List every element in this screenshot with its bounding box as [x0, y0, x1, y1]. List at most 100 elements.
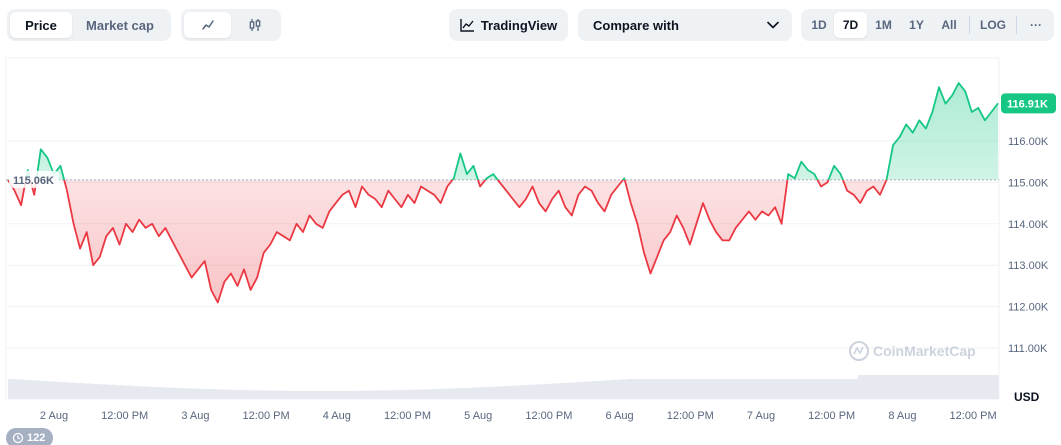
volume-bar	[255, 390, 265, 399]
volume-bar	[783, 379, 793, 399]
volume-bar	[635, 379, 644, 399]
volume-bar	[437, 388, 446, 399]
volume-bar	[981, 375, 991, 399]
price-chart[interactable]: 111.00K 112.00K 113.00K 114.00K 115.00K 116.0…	[0, 50, 1061, 430]
volume-bar	[329, 390, 339, 399]
volume-bar	[750, 379, 760, 399]
volume-bar	[767, 379, 776, 399]
volume-bar	[915, 375, 925, 399]
y-tick-label: 116.00K	[1008, 136, 1049, 148]
y-axis: 111.00K 112.00K 113.00K 114.00K 115.00K 116.0…	[1008, 136, 1049, 355]
price-line-up	[7, 82, 999, 180]
volume-bar	[808, 379, 817, 399]
volume-bar	[74, 382, 83, 399]
volume-bar	[173, 387, 182, 399]
volume-bar	[230, 389, 240, 399]
range-1y[interactable]: 1Y	[909, 18, 924, 32]
volume-bar	[536, 384, 545, 399]
range-1d[interactable]: 1D	[811, 18, 827, 32]
volume-bar	[775, 379, 784, 399]
volume-bar	[346, 390, 355, 399]
log-scale-button[interactable]: LOG	[980, 18, 1006, 32]
volume-bar	[882, 375, 892, 399]
range-1m[interactable]: 1M	[875, 18, 892, 32]
grid-lines	[6, 140, 999, 349]
volume-bar	[156, 387, 166, 399]
volume-bar	[899, 375, 908, 399]
range-all[interactable]: All	[941, 18, 957, 32]
volume-bar	[758, 379, 768, 399]
volume-bar	[140, 386, 149, 399]
history-badge[interactable]: 122	[6, 428, 54, 445]
volume-bar	[519, 385, 529, 399]
compare-with-select[interactable]: Compare with	[578, 9, 792, 41]
x-tick-label: 2 Aug	[40, 410, 68, 422]
current-price-label: 116.91K	[1007, 98, 1048, 110]
volume-bar	[833, 379, 842, 399]
volume-bar	[49, 381, 58, 399]
volume-bar	[569, 382, 578, 399]
price-line-down	[7, 179, 888, 304]
volume-bar	[412, 389, 421, 399]
area-above-reference	[8, 83, 998, 180]
volume-bar	[948, 375, 958, 399]
volume-bar	[115, 385, 124, 399]
chart-type-toggle	[181, 9, 281, 41]
volume-bar	[8, 379, 17, 399]
volume-bar	[511, 385, 520, 399]
volume-bar	[684, 379, 694, 399]
volume-bar	[907, 375, 916, 399]
x-tick-label: 12:00 PM	[808, 410, 855, 422]
coinmarketcap-logo-icon	[853, 346, 864, 355]
volume-bar	[940, 375, 949, 399]
volume-bar	[659, 379, 669, 399]
x-tick-label: 4 Aug	[323, 410, 351, 422]
volume-bar	[65, 382, 75, 399]
volume-bar	[338, 390, 347, 399]
metric-toggle: Price Market cap	[7, 9, 171, 41]
volume-bar	[923, 375, 933, 399]
candlestick-button[interactable]	[231, 12, 278, 38]
volume-bar	[453, 388, 463, 399]
volume-bar	[651, 379, 661, 399]
volume-bar	[857, 375, 867, 399]
volume-bar	[956, 375, 966, 399]
volume-bar	[602, 380, 611, 399]
tab-market-cap[interactable]: Market cap	[86, 17, 154, 33]
tradingview-button[interactable]: TradingView	[449, 9, 568, 41]
volume-bar	[148, 386, 157, 399]
more-options-button[interactable]: ···	[1030, 18, 1042, 32]
volume-bar	[263, 390, 273, 399]
volume-bar	[709, 379, 718, 399]
volume-bar	[321, 390, 331, 399]
y-tick-label: 114.00K	[1008, 219, 1049, 231]
y-tick-label: 115.00K	[1008, 177, 1049, 189]
volume-bar	[973, 375, 982, 399]
volume-bar	[387, 390, 397, 399]
x-tick-label: 12:00 PM	[243, 410, 290, 422]
volume-bar	[272, 390, 281, 399]
volume-bar	[24, 380, 34, 399]
x-tick-label: 7 Aug	[747, 410, 775, 422]
volume-bar	[676, 379, 685, 399]
volume-bar	[41, 381, 50, 399]
range-7d[interactable]: 7D	[834, 12, 867, 38]
line-chart-button[interactable]	[184, 12, 231, 38]
volume-bars	[8, 375, 999, 399]
volume-bar	[668, 379, 677, 399]
line-chart-icon	[201, 20, 214, 30]
volume-bar	[362, 390, 372, 399]
volume-bar	[791, 379, 801, 399]
volume-bar	[965, 375, 974, 399]
volume-bar	[626, 379, 636, 399]
volume-bar	[552, 383, 562, 399]
compare-label: Compare with	[593, 17, 679, 33]
volume-bar	[800, 379, 809, 399]
volume-bar	[816, 379, 826, 399]
volume-bar	[593, 381, 603, 399]
volume-bar	[486, 386, 496, 399]
volume-bar	[123, 385, 133, 399]
tab-price[interactable]: Price	[10, 12, 72, 38]
volume-bar	[618, 379, 628, 399]
volume-bar	[989, 375, 999, 399]
